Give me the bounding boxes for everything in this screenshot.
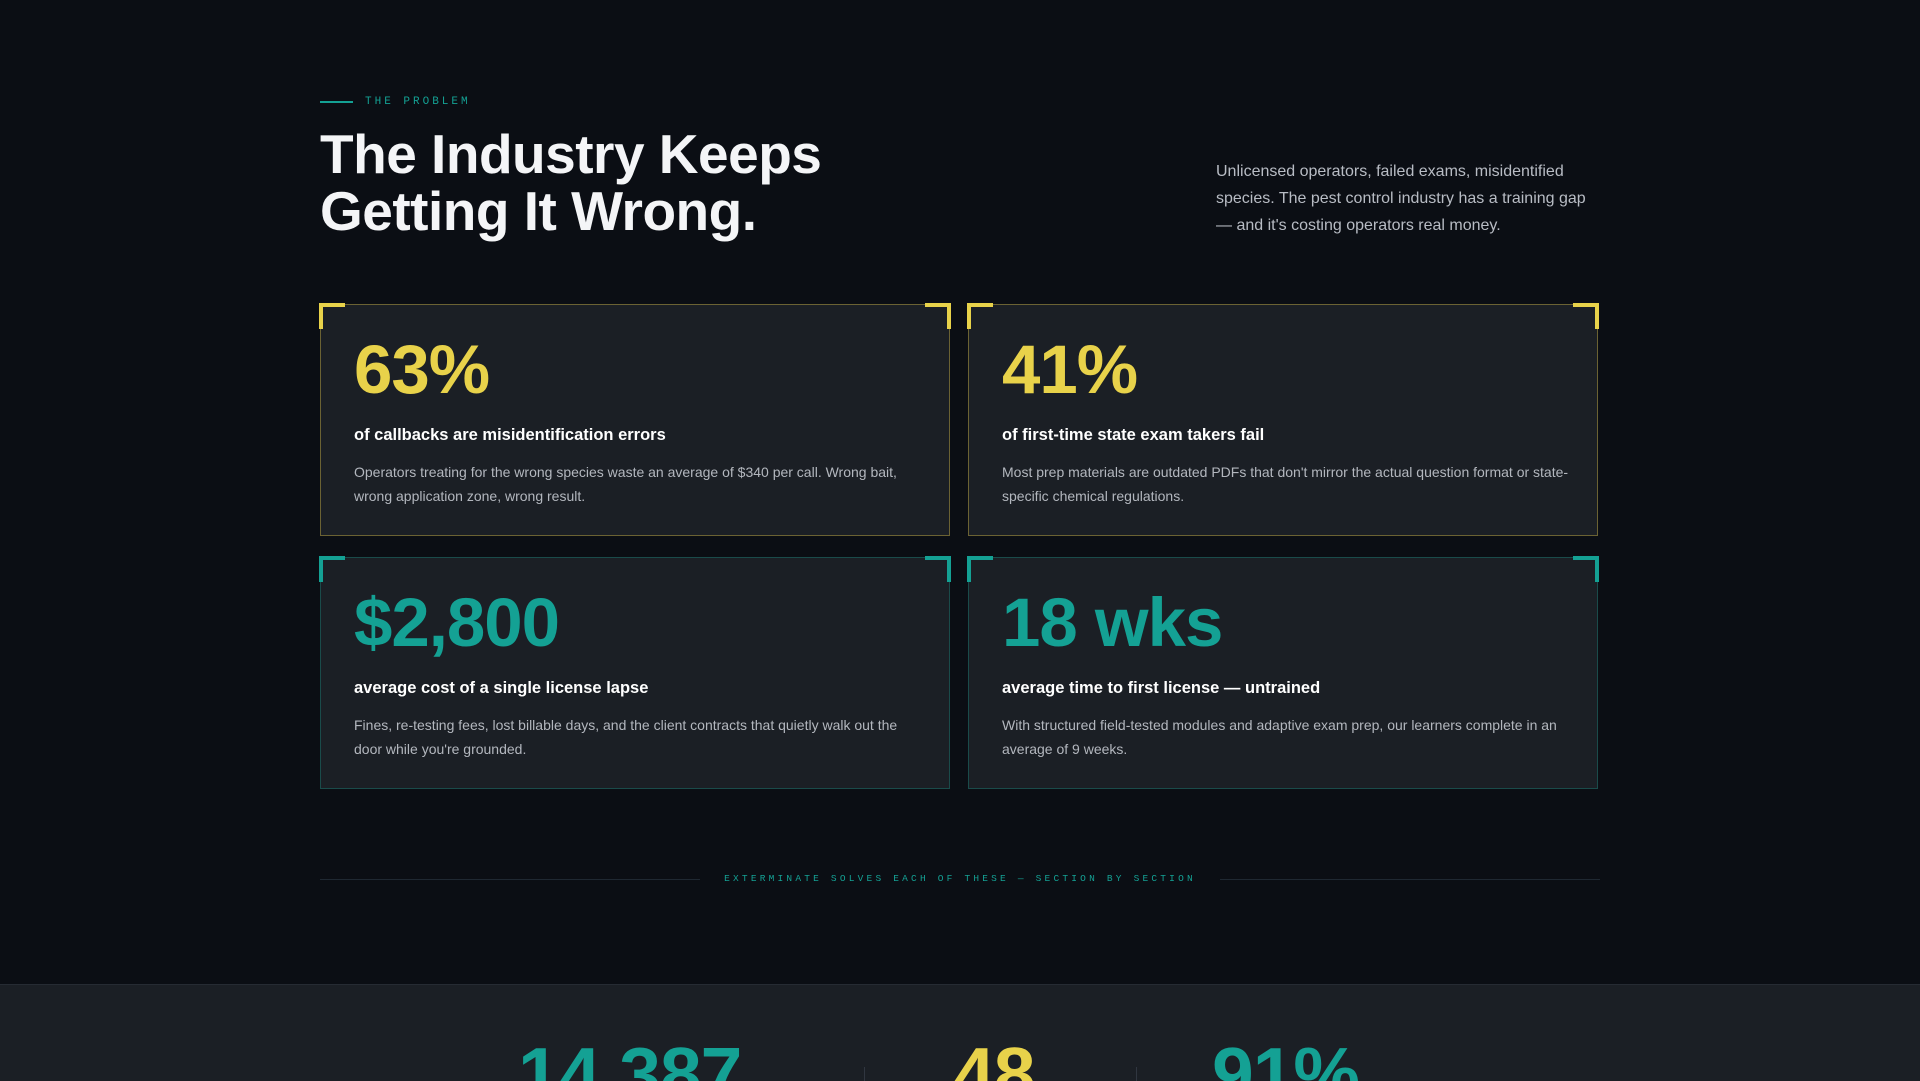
band-separator (864, 1067, 865, 1081)
divider-text: EXTERMINATE SOLVES EACH OF THESE — SECTI… (724, 873, 1196, 884)
stat-description: Fines, re-testing fees, lost billable da… (354, 717, 898, 757)
eyebrow-text: THE PROBLEM (365, 96, 471, 108)
stat-card-time-to-license: 18 wks average time to first license — u… (967, 556, 1599, 789)
band-separator (1136, 1067, 1137, 1081)
eyebrow-line (320, 101, 353, 103)
stats-band: 14,387 48 91% (0, 984, 1920, 1081)
corner-bracket (319, 556, 345, 582)
band-stat-1: 14,387 (518, 1032, 742, 1081)
stat-card-license-lapse: $2,800 average cost of a single license … (319, 556, 951, 789)
section-eyebrow: THE PROBLEM (320, 95, 471, 109)
stat-description: With structured field-tested modules and… (1002, 717, 1557, 757)
stat-label: of first-time state exam takers fail (1002, 426, 1265, 444)
stat-label: of callbacks are misidentification error… (354, 426, 666, 444)
stat-value: 18 wks (1002, 584, 1223, 661)
corner-bracket (1573, 556, 1599, 582)
corner-bracket (925, 556, 951, 582)
stat-value: $2,800 (354, 584, 560, 661)
stat-value: 41% (1002, 331, 1138, 408)
section-intro: Unlicensed operators, failed exams, misi… (1216, 163, 1586, 234)
headline-line-2: Getting It Wrong. (320, 180, 757, 242)
corner-bracket (967, 303, 993, 329)
stat-value: 63% (354, 331, 490, 408)
section-headline: The Industry Keeps Getting It Wrong. (320, 126, 1040, 240)
stat-card-misidentification: 63% of callbacks are misidentification e… (319, 303, 951, 536)
stat-label: average time to first license — untraine… (1002, 679, 1321, 697)
stat-label: average cost of a single license lapse (354, 679, 649, 697)
stat-description: Operators treating for the wrong species… (354, 464, 897, 504)
divider-line (1220, 879, 1600, 880)
corner-bracket (319, 303, 345, 329)
headline-line-1: The Industry Keeps (320, 123, 822, 185)
corner-bracket (1573, 303, 1599, 329)
divider-line (320, 879, 700, 880)
stat-card-exam-fail: 41% of first-time state exam takers fail… (967, 303, 1599, 536)
stat-description: Most prep materials are outdated PDFs th… (1002, 464, 1569, 504)
corner-bracket (967, 556, 993, 582)
corner-bracket (925, 303, 951, 329)
band-stat-3: 91% (1212, 1032, 1360, 1081)
band-stat-2: 48 (953, 1032, 1035, 1081)
section-divider: EXTERMINATE SOLVES EACH OF THESE — SECTI… (320, 872, 1600, 886)
